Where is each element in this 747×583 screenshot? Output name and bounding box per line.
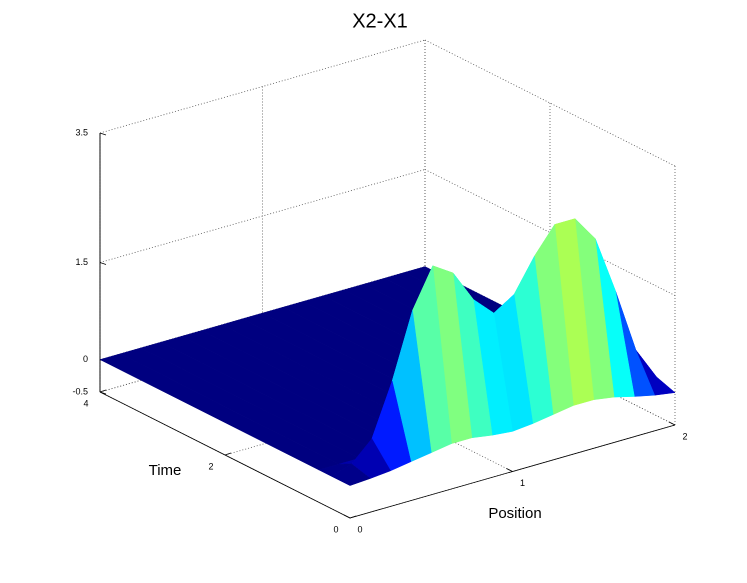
x-axis-label: Position: [488, 505, 541, 522]
y-tick-label: 0: [333, 524, 338, 534]
surface-cell: [330, 463, 371, 486]
y-tick: [349, 515, 357, 519]
z-tick-label: 1.5: [75, 257, 88, 267]
z-tick: [99, 132, 107, 136]
z-tick: [99, 262, 107, 265]
z-tick: [99, 391, 107, 395]
x-tick-label: 1: [520, 478, 525, 488]
y-axis-label: Time: [149, 462, 182, 479]
x-tick-label: 2: [682, 431, 687, 441]
y-tick: [99, 389, 107, 393]
z-tick-label: 3.5: [75, 127, 88, 137]
z-tick-label: -0.5: [72, 386, 88, 396]
y-tick-label: 4: [83, 398, 88, 408]
y-tick-label: 2: [208, 461, 213, 471]
x-tick: [506, 468, 513, 472]
y-tick: [224, 452, 232, 456]
x-tick-label: 0: [357, 524, 362, 534]
x-tick: [668, 421, 676, 426]
chart-title: X2-X1: [352, 10, 408, 32]
x-tick: [343, 514, 351, 519]
z-tick-label: 0: [83, 354, 88, 364]
